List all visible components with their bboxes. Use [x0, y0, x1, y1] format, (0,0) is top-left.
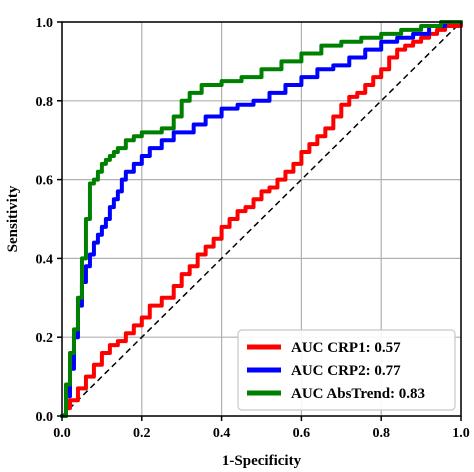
- y-tick-label-2: 0.4: [36, 252, 54, 267]
- y-tick-label-4: 0.8: [36, 95, 54, 110]
- legend-box: [237, 329, 456, 411]
- y-axis-label: Sensitivity: [5, 185, 21, 252]
- x-tick-label-0: 0.0: [53, 426, 71, 441]
- x-tick-label-4: 0.8: [372, 426, 390, 441]
- x-tick-label-3: 0.6: [293, 426, 311, 441]
- y-tick-label-5: 1.0: [36, 16, 54, 31]
- legend-label-1: AUC CRP2: 0.77: [291, 363, 401, 379]
- x-axis-label: 1-Specificity: [222, 453, 302, 469]
- x-tick-label-5: 1.0: [452, 426, 470, 441]
- x-tick-label-1: 0.2: [133, 426, 151, 441]
- plot-frame: [61, 21, 462, 417]
- series-line-1: [60, 20, 463, 418]
- y-tick-label-3: 0.6: [36, 174, 54, 189]
- y-tick-label-1: 0.2: [36, 331, 54, 346]
- axis-ticks: 0.0 0.2 0.4 0.6 0.8 1.0 0.0 0.2 0.4 0.6 0.8 1.0: [36, 16, 470, 441]
- series-line-2: [60, 20, 463, 418]
- x-tick-label-2: 0.4: [213, 426, 231, 441]
- series-layer: [60, 20, 463, 418]
- legend-label-2: AUC AbsTrend: 0.83: [291, 386, 425, 402]
- series-line-0: [60, 20, 463, 418]
- legend: AUC CRP1: 0.57 AUC CRP2: 0.77 AUC AbsTrend…: [237, 329, 456, 411]
- y-tick-label-0: 0.0: [36, 410, 54, 425]
- reference-diagonal-line: [61, 21, 462, 417]
- legend-label-0: AUC CRP1: 0.57: [291, 340, 401, 356]
